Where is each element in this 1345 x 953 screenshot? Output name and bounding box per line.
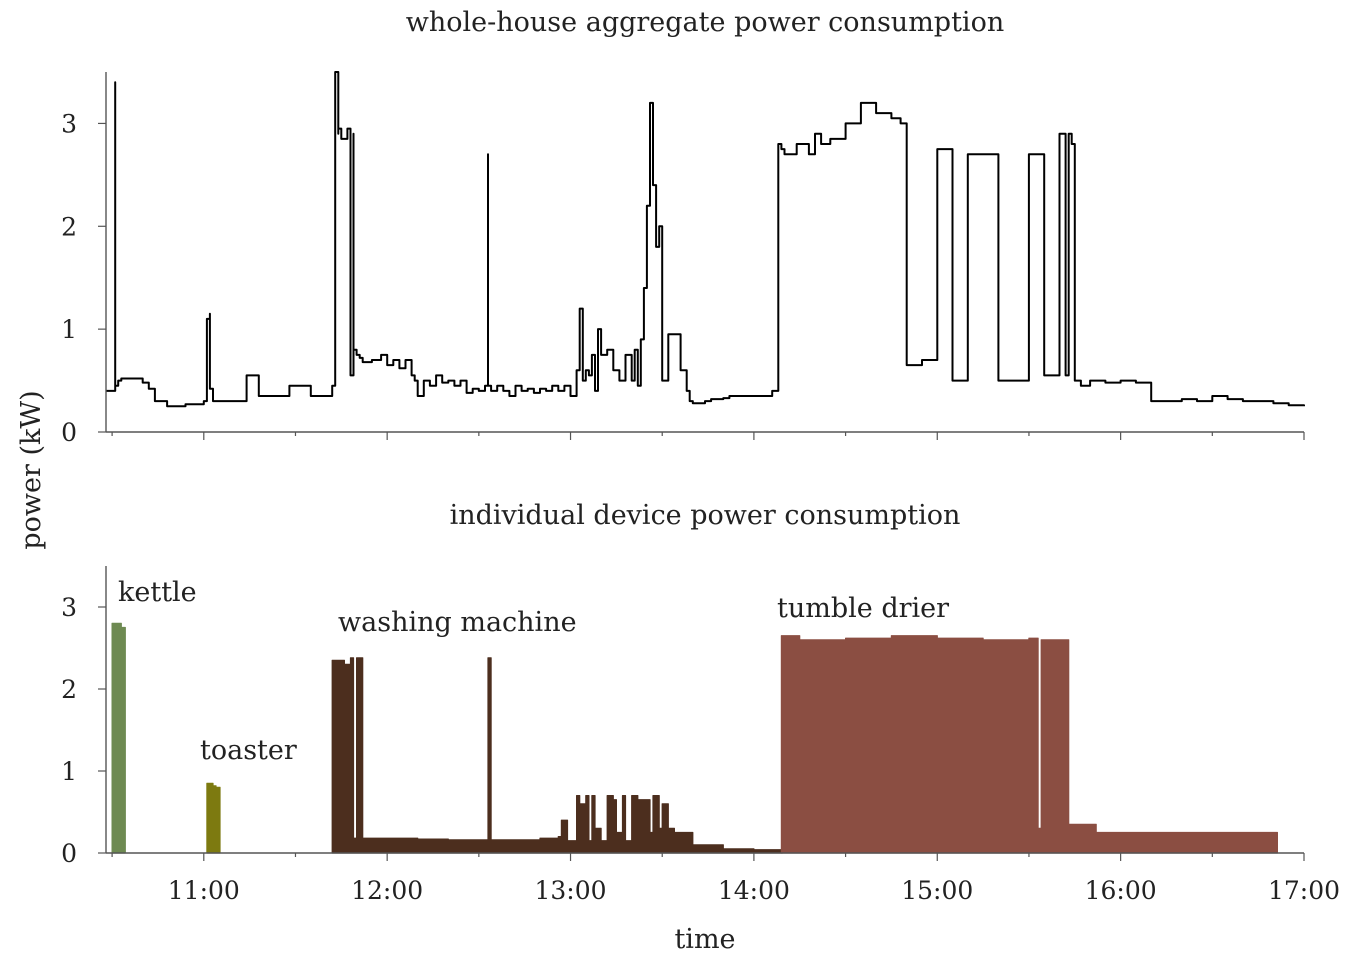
aggregate-y-tick-label: 2 bbox=[61, 212, 77, 241]
series-label-kettle: kettle bbox=[118, 577, 197, 608]
device-x-tick-label: 17:00 bbox=[1268, 876, 1340, 905]
device-x-ticks: 11:00 12:00 13:00 14:00 15:00 16:00 17:00 bbox=[111, 853, 1340, 905]
series-label-washing-machine: washing machine bbox=[338, 607, 577, 638]
device-x-tick-label: 11:00 bbox=[168, 876, 240, 905]
aggregate-y-tick-label: 1 bbox=[61, 315, 77, 344]
aggregate-chart-title: whole-house aggregate power consumption bbox=[406, 7, 1004, 38]
device-x-tick-label: 14:00 bbox=[718, 876, 790, 905]
aggregate-x-ticks bbox=[111, 432, 1305, 440]
x-axis-label: time bbox=[674, 924, 735, 953]
aggregate-y-tick-label: 0 bbox=[61, 418, 77, 447]
device-y-tick-label: 3 bbox=[61, 593, 77, 622]
aggregate-plot-area bbox=[106, 71, 1305, 408]
device-y-tick-label: 2 bbox=[61, 675, 77, 704]
series-kettle-area bbox=[111, 622, 126, 854]
device-y-tick-label: 1 bbox=[61, 757, 77, 786]
series-washing-machine-area bbox=[331, 657, 783, 854]
aggregate-y-ticks: 0 1 2 3 bbox=[61, 109, 106, 447]
device-plot-area bbox=[111, 622, 1278, 854]
device-x-tick-label: 16:00 bbox=[1085, 876, 1157, 905]
device-x-tick-label: 12:00 bbox=[351, 876, 423, 905]
series-tumble-drier-area bbox=[780, 635, 1278, 854]
series-label-toaster: toaster bbox=[200, 735, 297, 766]
series-toaster-area bbox=[206, 782, 221, 854]
device-chart-title: individual device power consumption bbox=[450, 500, 961, 531]
series-label-tumble-drier: tumble drier bbox=[777, 593, 949, 624]
aggregate-y-tick-label: 3 bbox=[61, 109, 77, 138]
device-chart: individual device power consumption 0 1 2 3… bbox=[61, 500, 1340, 953]
series-aggregate-line bbox=[106, 71, 1305, 408]
device-y-ticks: 0 1 2 3 bbox=[61, 593, 106, 868]
y-axis-label: power (kW) bbox=[16, 390, 47, 549]
device-y-tick-label: 0 bbox=[61, 839, 77, 868]
device-x-tick-label: 15:00 bbox=[901, 876, 973, 905]
device-x-tick-label: 13:00 bbox=[535, 876, 607, 905]
aggregate-chart: whole-house aggregate power consumption … bbox=[61, 7, 1305, 447]
